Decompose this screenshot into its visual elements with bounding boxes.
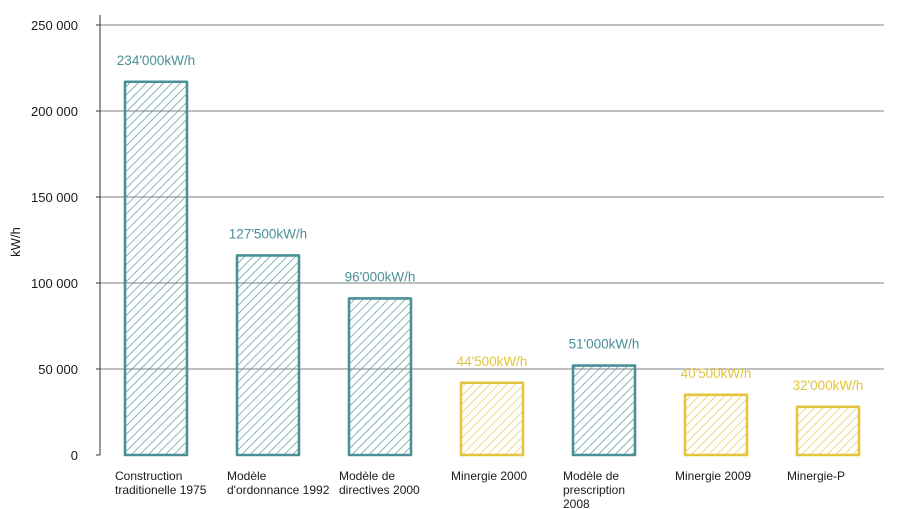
x-category-label: Minergie-P bbox=[787, 469, 845, 483]
x-category-label: Modèle de directives 2000 bbox=[339, 469, 420, 497]
bar-hatch bbox=[685, 394, 747, 455]
x-category-line: Modèle de bbox=[339, 469, 395, 483]
data-label: 127'500kW/h bbox=[229, 226, 307, 241]
bar-outline bbox=[795, 405, 861, 457]
bar-outline bbox=[683, 393, 749, 457]
bar-3 bbox=[347, 297, 413, 457]
y-tick-label: 100 000 bbox=[31, 276, 78, 291]
x-category-line: prescription bbox=[563, 483, 625, 497]
data-label: 96'000kW/h bbox=[345, 269, 416, 284]
x-category-label: Construction traditionelle 1975 bbox=[115, 469, 207, 497]
x-category-line: Modèle bbox=[227, 469, 267, 483]
bar-4 bbox=[459, 381, 525, 457]
x-category-label: Minergie 2000 bbox=[451, 469, 527, 483]
x-category-line: Construction bbox=[115, 469, 182, 483]
bar-hatch bbox=[461, 382, 523, 455]
bar-outline bbox=[347, 297, 413, 457]
bar-hatch bbox=[125, 81, 187, 455]
bar-hatch bbox=[237, 255, 299, 455]
bar-hatch bbox=[797, 406, 859, 455]
data-label: 234'000kW/h bbox=[117, 53, 195, 68]
data-label: 32'000kW/h bbox=[793, 378, 864, 393]
x-category-line: traditionelle 1975 bbox=[115, 483, 207, 497]
bar-7 bbox=[795, 405, 861, 457]
data-label: 51'000kW/h bbox=[569, 337, 640, 352]
x-category-line: 2008 bbox=[563, 497, 590, 509]
y-tick-label: 150 000 bbox=[31, 190, 78, 205]
x-category-line: d'ordonnance 1992 bbox=[227, 483, 330, 497]
y-axis-label: kW/h bbox=[8, 227, 23, 257]
x-category-label: Minergie 2009 bbox=[675, 469, 751, 483]
y-tick-label: 250 000 bbox=[31, 18, 78, 33]
bar-1 bbox=[123, 80, 189, 457]
bar-outline bbox=[571, 364, 637, 457]
bar-outline bbox=[123, 80, 189, 457]
y-tick-label: 0 bbox=[71, 448, 78, 463]
bar-hatch bbox=[349, 298, 411, 455]
bar-2 bbox=[235, 254, 301, 457]
x-category-line: Modèle de bbox=[563, 469, 619, 483]
x-category-label: Modèle d'ordonnance 1992 bbox=[227, 469, 330, 497]
bar-outline bbox=[459, 381, 525, 457]
data-label: 40'500kW/h bbox=[681, 366, 752, 381]
x-category-line: directives 2000 bbox=[339, 483, 420, 497]
bar-hatch bbox=[573, 365, 635, 455]
y-tick-label: 50 000 bbox=[38, 362, 78, 377]
x-category-line: Minergie-P bbox=[787, 469, 845, 483]
bar-outline bbox=[235, 254, 301, 457]
bar-5 bbox=[571, 364, 637, 457]
x-category-label: Modèle de prescription 2008 bbox=[563, 469, 625, 509]
x-category-line: Minergie 2009 bbox=[675, 469, 751, 483]
y-tick-label: 200 000 bbox=[31, 104, 78, 119]
bar-6 bbox=[683, 393, 749, 457]
data-label: 44'500kW/h bbox=[457, 354, 528, 369]
x-category-line: Minergie 2000 bbox=[451, 469, 527, 483]
